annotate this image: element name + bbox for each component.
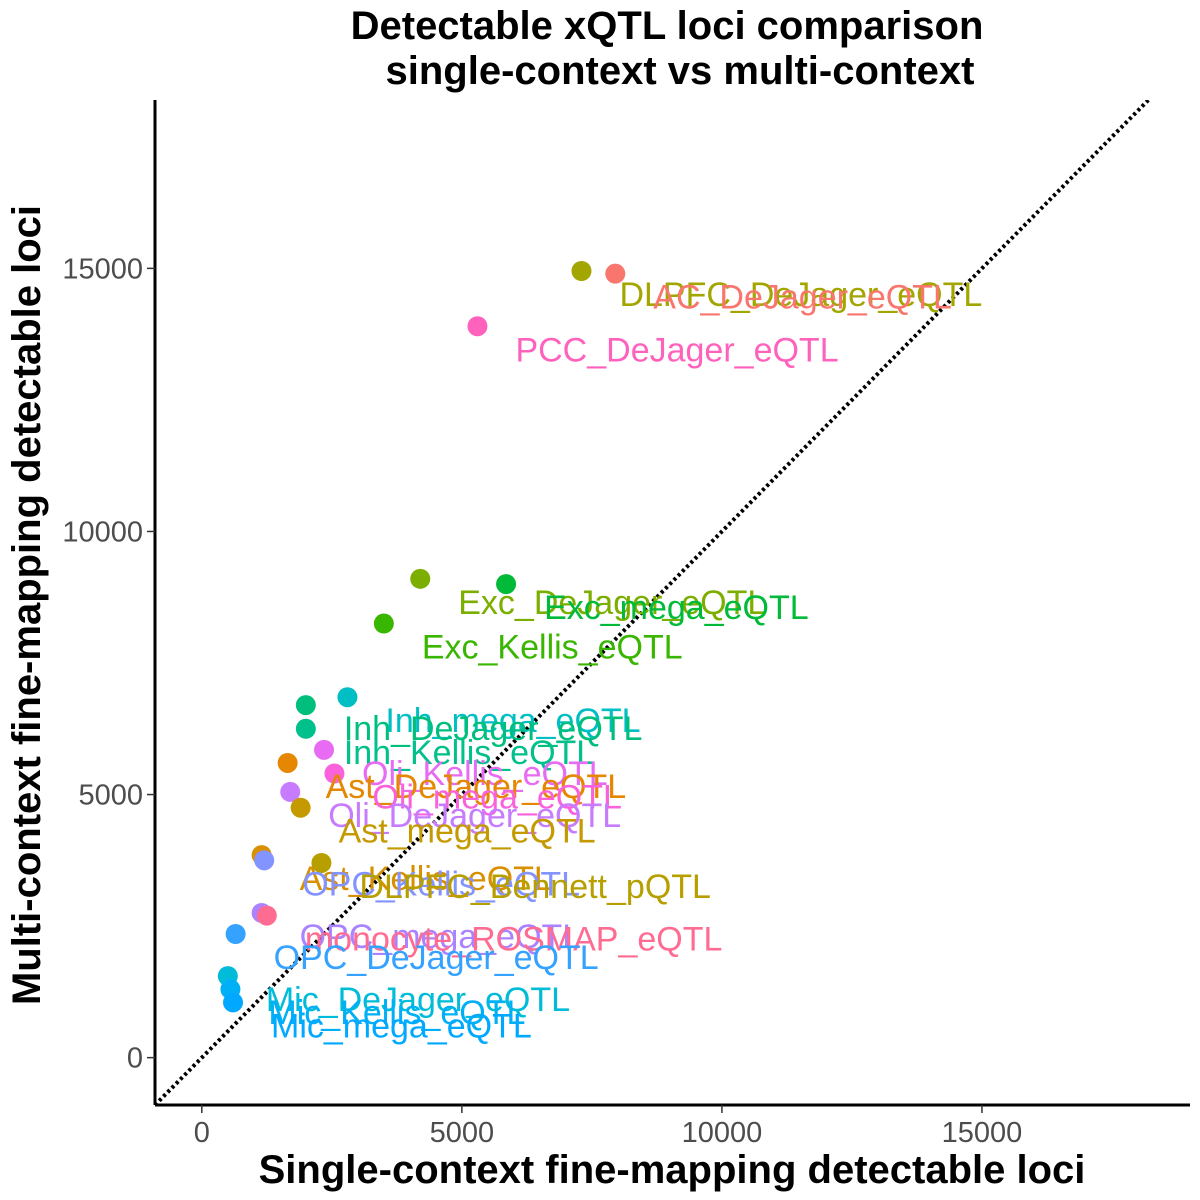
x-tick-label: 15000 <box>942 1117 1023 1149</box>
data-point <box>605 263 626 284</box>
data-label: Exc_mega_eQTL <box>544 589 809 627</box>
y-tick-label: 10000 <box>62 516 143 548</box>
y-axis-title: Multi-context fine-mapping detectable lo… <box>5 205 49 1005</box>
x-tick-label: 5000 <box>430 1117 495 1149</box>
data-label: AC_DeJager_eQTL <box>653 279 952 317</box>
data-label: Mic_DeJager_eQTL <box>266 981 570 1019</box>
data-label: Inh_DeJager_eQTL <box>344 710 643 748</box>
data-label: DLPFC_Bennett_pQTL <box>359 868 711 906</box>
data-point <box>290 797 311 818</box>
data-label: OPC_DeJager_eQTL <box>274 939 599 977</box>
data-label: Ast_DeJager_eQTL <box>326 768 626 806</box>
data-label: Oli_Kellis_eQTL <box>362 755 608 793</box>
chart-title: Detectable xQTL loci comparison <box>351 4 984 48</box>
data-point <box>223 992 244 1013</box>
data-label: Oli_mega_eQTL <box>372 779 621 817</box>
data-label: monocyte_ROSMAP_eQTL <box>305 921 723 959</box>
data-point <box>280 781 301 802</box>
data-point <box>337 687 358 708</box>
data-label: OPC_Kellis_eQTL <box>302 865 580 903</box>
data-label: DLPFC_DeJager_eQTL <box>619 276 982 314</box>
data-point <box>256 905 277 926</box>
data-label: Mic_mega_eQTL <box>271 1007 532 1045</box>
data-label: Exc_DeJager_eQTL <box>458 584 766 622</box>
data-label: Ast_mega_eQTL <box>339 813 596 851</box>
data-point <box>571 261 592 282</box>
data-point <box>496 574 517 595</box>
data-point <box>324 763 345 784</box>
data-point <box>311 852 332 873</box>
data-point <box>254 850 275 871</box>
data-point <box>410 568 431 589</box>
y-tick-label: 15000 <box>62 253 143 285</box>
data-label: Inh_mega_eQTL <box>385 702 640 740</box>
data-point <box>225 923 246 944</box>
x-tick-label: 10000 <box>682 1117 763 1149</box>
axes: 0 5000 10000 15000 0 5000 10000 15000 <box>62 100 1190 1149</box>
data-point <box>277 752 298 773</box>
data-point <box>295 718 316 739</box>
data-point <box>295 695 316 716</box>
y-tick-label: 0 <box>127 1043 143 1075</box>
chart-subtitle: single-context vs multi-context <box>386 49 975 93</box>
data-label: Oli_DeJager_eQTL <box>328 797 621 835</box>
data-label: Mic_Kellis_eQTL <box>268 994 525 1032</box>
data-label: PCC_DeJager_eQTL <box>515 331 838 369</box>
data-point <box>314 739 335 760</box>
identity-reference-line <box>155 100 1150 1105</box>
data-point <box>467 316 488 337</box>
x-axis-title: Single-context fine-mapping detectable l… <box>259 1148 1086 1192</box>
y-tick-label: 5000 <box>78 780 143 812</box>
data-label: Exc_Kellis_eQTL <box>422 629 683 667</box>
data-point <box>373 613 394 634</box>
data-label: OPC_mega_eQTL <box>300 918 582 956</box>
data-label: Inh_Kellis_eQTL <box>344 734 595 772</box>
data-label: Ast_Kellis_eQTL <box>300 860 553 898</box>
x-tick-label: 0 <box>194 1117 210 1149</box>
